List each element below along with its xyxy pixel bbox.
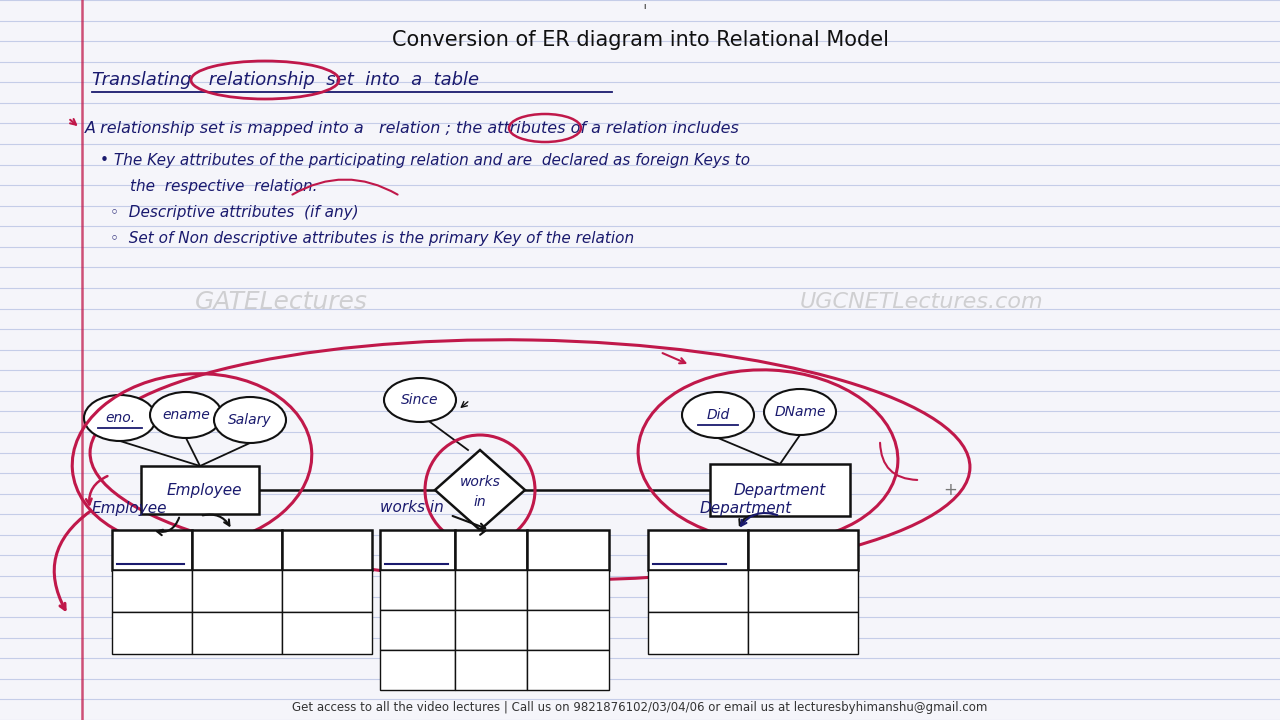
Text: Get access to all the video lectures | Call us on 9821876102/03/04/06 or email u: Get access to all the video lectures | C… xyxy=(292,701,988,714)
Text: 101: 101 xyxy=(476,582,506,598)
Bar xyxy=(454,610,527,650)
Text: Salary: Salary xyxy=(228,413,271,427)
Bar xyxy=(648,570,748,612)
Bar xyxy=(648,612,748,654)
Text: Translating   relationship  set  into  a  table: Translating relationship set into a tabl… xyxy=(92,71,479,89)
Bar xyxy=(748,530,858,570)
Text: +: + xyxy=(943,481,957,499)
Text: Since: Since xyxy=(548,542,589,557)
Text: works: works xyxy=(460,475,500,489)
Bar xyxy=(454,530,527,570)
Bar xyxy=(282,570,372,612)
Text: 1-Jan: 1-Jan xyxy=(549,582,588,598)
Text: CSE: CSE xyxy=(788,583,818,598)
Bar xyxy=(113,530,192,570)
Text: ◦  Set of Non descriptive attributes is the primary Key of the relation: ◦ Set of Non descriptive attributes is t… xyxy=(110,230,634,246)
Text: ename: ename xyxy=(163,408,210,422)
Ellipse shape xyxy=(150,392,221,438)
Text: works in: works in xyxy=(380,500,444,516)
Text: 1: 1 xyxy=(412,623,422,637)
Ellipse shape xyxy=(214,397,285,443)
Bar xyxy=(380,650,454,690)
Text: 102: 102 xyxy=(476,662,506,678)
Text: ename: ename xyxy=(211,542,264,557)
Bar xyxy=(527,570,609,610)
Bar xyxy=(454,650,527,690)
Text: 2 Feb: 2 Feb xyxy=(547,623,589,637)
Text: GATELectures: GATELectures xyxy=(195,290,369,315)
Bar xyxy=(380,570,454,610)
Bar xyxy=(282,530,372,570)
Text: 5K: 5K xyxy=(317,583,337,598)
Text: B: B xyxy=(232,626,242,641)
Text: eno.: eno. xyxy=(136,542,169,557)
Text: eno.: eno. xyxy=(401,542,434,557)
Text: the  respective  relation.: the respective relation. xyxy=(131,179,317,194)
Text: IT: IT xyxy=(796,626,810,641)
Text: Employee: Employee xyxy=(166,482,242,498)
Text: ◦  Descriptive attributes  (if any): ◦ Descriptive attributes (if any) xyxy=(110,205,358,220)
Bar xyxy=(748,570,858,612)
Text: Since: Since xyxy=(401,393,439,407)
Bar xyxy=(527,610,609,650)
Text: 102: 102 xyxy=(476,623,506,637)
Bar xyxy=(527,530,609,570)
Text: Department: Department xyxy=(700,500,792,516)
Text: A relationship set is mapped into a   relation ; the attributes of a relation in: A relationship set is mapped into a rela… xyxy=(84,120,740,135)
Text: DName: DName xyxy=(774,405,826,419)
Bar xyxy=(454,570,527,610)
Bar xyxy=(380,610,454,650)
Text: 102: 102 xyxy=(684,626,713,641)
Text: Employee: Employee xyxy=(92,500,168,516)
Text: 1: 1 xyxy=(147,583,157,598)
Text: ': ' xyxy=(643,3,648,21)
Bar xyxy=(527,650,609,690)
Text: in: in xyxy=(474,495,486,509)
Bar xyxy=(192,570,282,612)
Text: 2: 2 xyxy=(147,626,157,641)
Text: eno.: eno. xyxy=(105,411,136,425)
Text: 9K: 9K xyxy=(317,626,337,641)
Bar xyxy=(113,612,192,654)
Ellipse shape xyxy=(384,378,456,422)
Text: 1-Feb: 1-Feb xyxy=(547,662,590,678)
Text: Dname: Dname xyxy=(776,542,831,557)
Bar xyxy=(141,466,259,514)
Text: Did: Did xyxy=(707,408,730,422)
Text: 101: 101 xyxy=(684,583,713,598)
Bar xyxy=(192,530,282,570)
Bar xyxy=(282,612,372,654)
Text: Department: Department xyxy=(733,482,826,498)
Bar xyxy=(710,464,850,516)
Text: • The Key attributes of the participating relation and are  declared as foreign : • The Key attributes of the participatin… xyxy=(100,153,750,168)
Polygon shape xyxy=(435,450,525,530)
Text: Salary: Salary xyxy=(303,542,351,557)
Bar xyxy=(380,530,454,570)
Ellipse shape xyxy=(682,392,754,438)
Text: UGCNETLectures.com: UGCNETLectures.com xyxy=(800,292,1043,312)
Ellipse shape xyxy=(84,395,156,441)
Bar xyxy=(748,612,858,654)
Bar xyxy=(192,612,282,654)
Bar xyxy=(113,570,192,612)
Text: Did: Did xyxy=(685,542,710,557)
Text: Conversion of ER diagram into Relational Model: Conversion of ER diagram into Relational… xyxy=(392,30,888,50)
Text: Drd: Drd xyxy=(477,542,504,557)
Text: 2: 2 xyxy=(412,662,422,678)
Text: A: A xyxy=(232,583,242,598)
Ellipse shape xyxy=(764,389,836,435)
Bar xyxy=(648,530,748,570)
Text: 1: 1 xyxy=(412,582,422,598)
